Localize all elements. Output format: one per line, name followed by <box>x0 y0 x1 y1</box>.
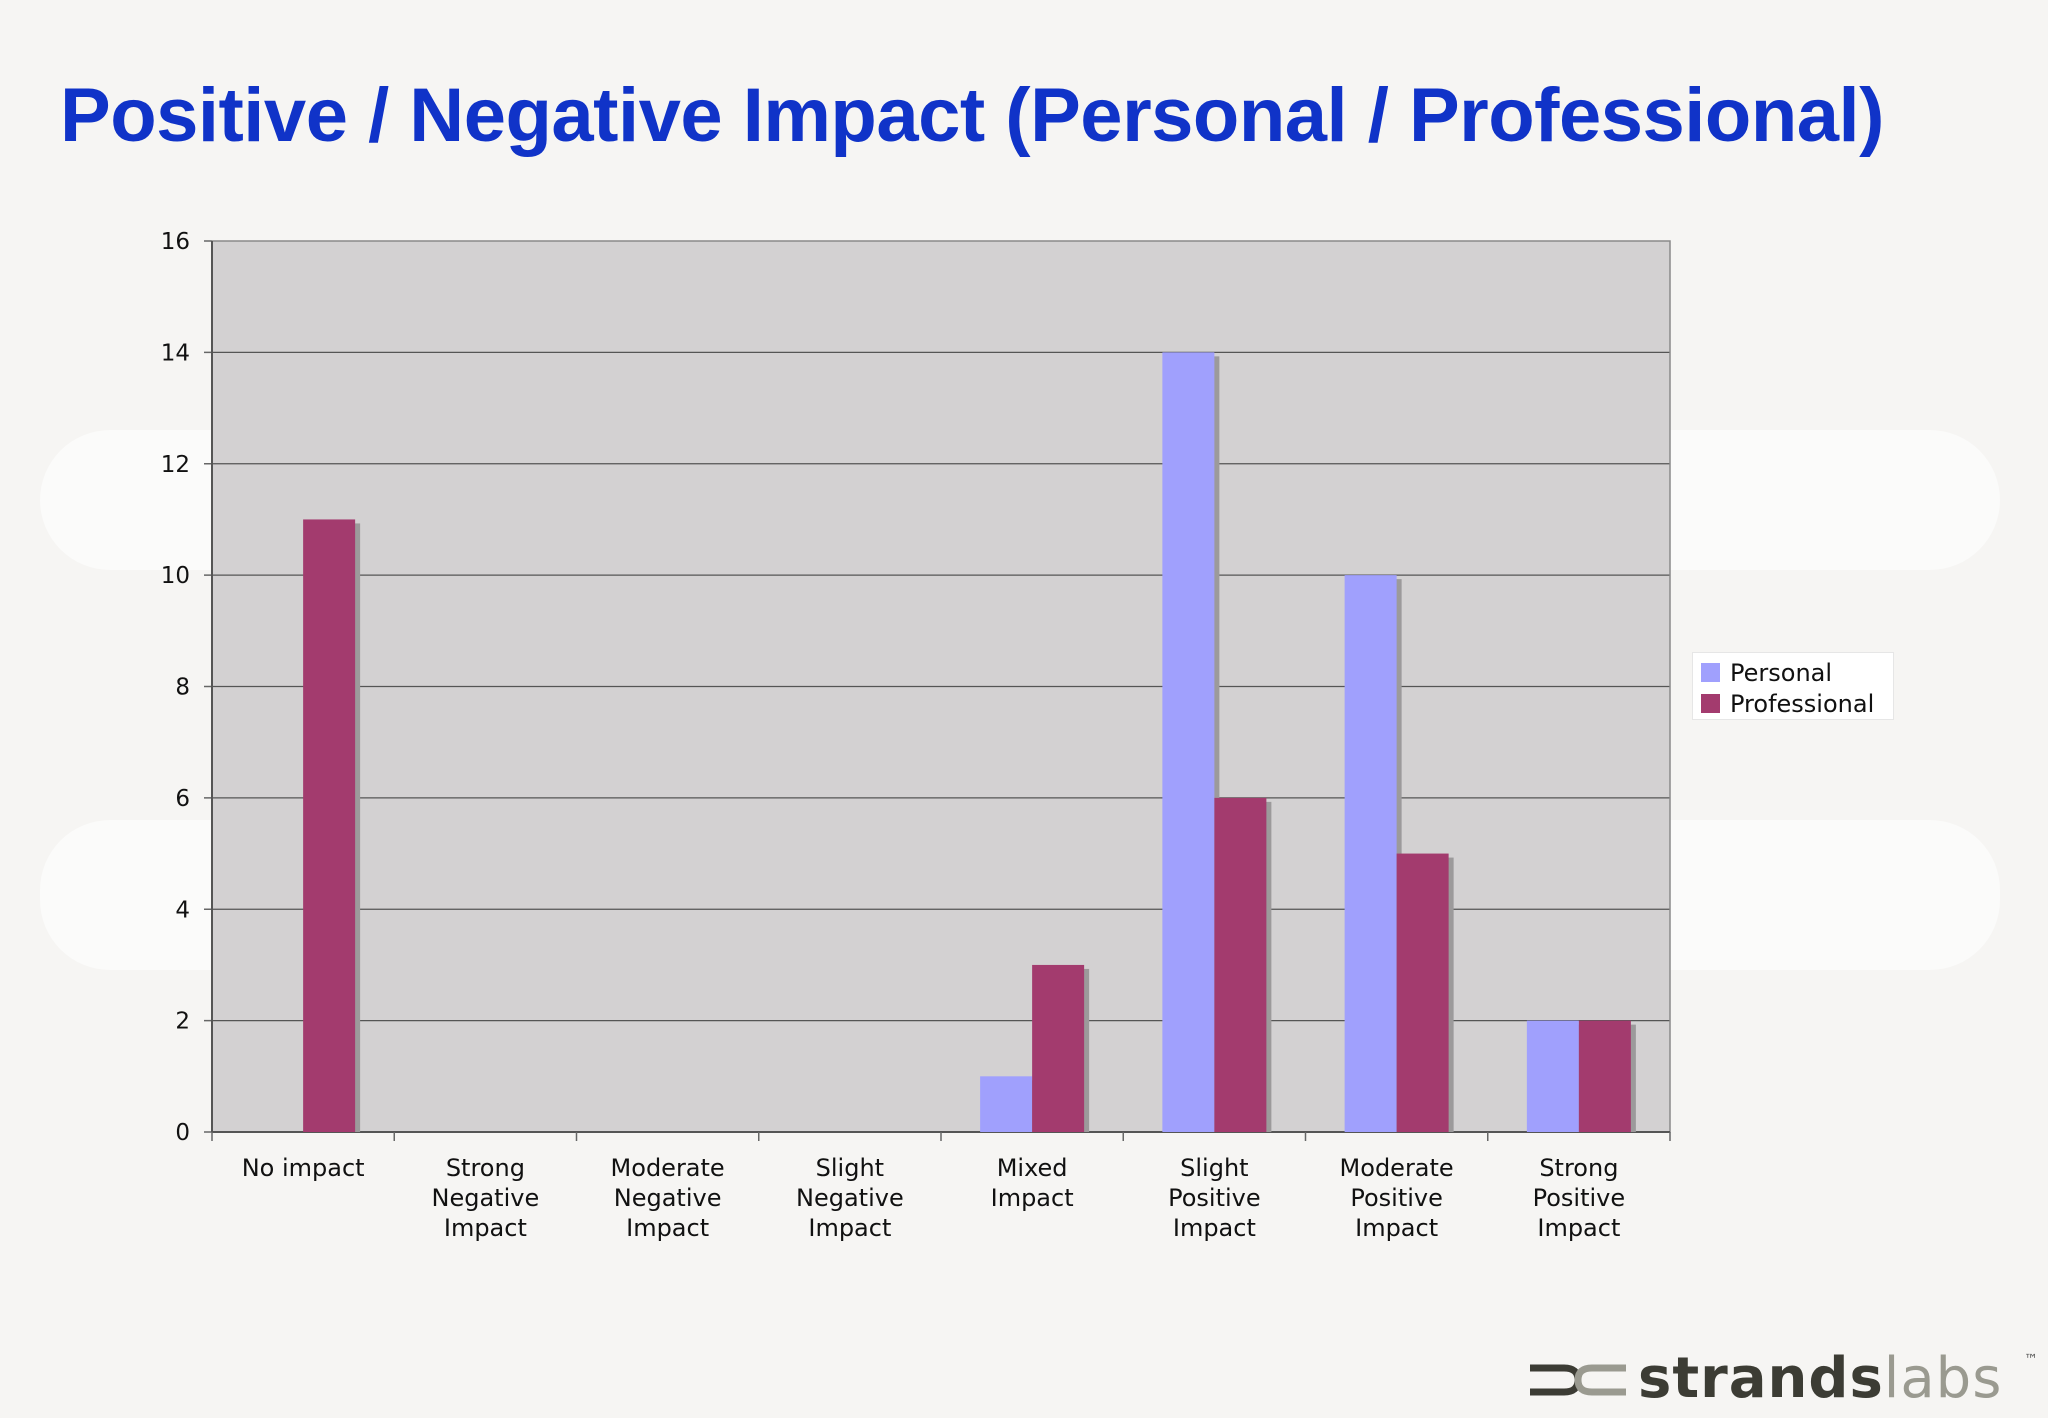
bar-personal-5 <box>1162 352 1215 1132</box>
logo-wordmark: strandslabs <box>1638 1346 2002 1411</box>
bar-professional-0 <box>303 519 356 1132</box>
category-label-line: Impact <box>1355 1214 1438 1242</box>
legend-item-professional: Professional <box>1701 688 1893 719</box>
legend-label-professional: Professional <box>1730 689 1875 718</box>
y-tick-label-14: 14 <box>161 340 190 366</box>
category-label-line: Impact <box>1537 1214 1620 1242</box>
y-tick-label-12: 12 <box>161 452 190 478</box>
logo-labs: labs <box>1883 1346 2003 1411</box>
legend-item-personal: Personal <box>1701 657 1893 688</box>
category-label-0: No impact <box>242 1154 365 1182</box>
category-label-line: Mixed <box>997 1154 1068 1182</box>
logo-trademark: ™ <box>2024 1352 2038 1368</box>
category-label-line: Impact <box>1173 1214 1256 1242</box>
category-label-line: Strong <box>446 1154 525 1182</box>
bar-personal-7 <box>1526 1020 1579 1132</box>
y-tick-label-4: 4 <box>175 897 190 923</box>
slide-title: Positive / Negative Impact (Personal / P… <box>60 73 1884 158</box>
category-label-line: Impact <box>444 1214 527 1242</box>
category-label-line: Negative <box>432 1184 540 1212</box>
category-label-line: Moderate <box>611 1154 725 1182</box>
logo-strands: strands <box>1638 1346 1884 1411</box>
y-tick-label-10: 10 <box>161 563 190 589</box>
category-label-line: Impact <box>626 1214 709 1242</box>
category-label-line: Slight <box>816 1154 884 1182</box>
y-tick-label-16: 16 <box>161 229 190 255</box>
category-label-line: Negative <box>796 1184 904 1212</box>
category-label-6: Moderate Positive Impact <box>1340 1154 1454 1242</box>
strands-mark-icon <box>1530 1364 1626 1396</box>
category-label-line: Positive <box>1168 1184 1261 1212</box>
y-tick-label-8: 8 <box>175 675 190 701</box>
strands-labs-logo: strandslabs ™ <box>1528 1346 2038 1414</box>
category-label-line: Impact <box>808 1214 891 1242</box>
legend-label-personal: Personal <box>1730 658 1833 687</box>
bar-personal-6 <box>1344 575 1397 1132</box>
y-tick-label-0: 0 <box>175 1120 190 1146</box>
category-label-7: Strong Positive Impact <box>1533 1154 1626 1242</box>
category-label-line: No impact <box>242 1154 365 1182</box>
category-label-line: Strong <box>1539 1154 1618 1182</box>
category-label-line: Moderate <box>1340 1154 1454 1182</box>
bar-personal-4 <box>980 1076 1033 1132</box>
bar-professional-6 <box>1396 853 1449 1132</box>
category-label-5: Slight Positive Impact <box>1168 1154 1261 1242</box>
category-label-3: Slight Negative Impact <box>796 1154 904 1242</box>
category-label-line: Negative <box>614 1184 722 1212</box>
bar-professional-7 <box>1578 1020 1631 1132</box>
category-label-line: Impact <box>991 1184 1074 1212</box>
y-tick-label-2: 2 <box>175 1009 190 1035</box>
category-label-4: Mixed Impact <box>991 1154 1074 1212</box>
bar-professional-4 <box>1032 964 1085 1132</box>
category-label-line: Slight <box>1180 1154 1248 1182</box>
category-label-line: Positive <box>1350 1184 1443 1212</box>
legend-swatch-professional <box>1701 694 1720 713</box>
bar-professional-5 <box>1214 797 1267 1132</box>
category-label-1: Strong Negative Impact <box>432 1154 540 1242</box>
category-label-2: Moderate Negative Impact <box>611 1154 725 1242</box>
category-label-line: Positive <box>1533 1184 1626 1212</box>
legend-swatch-personal <box>1701 663 1720 682</box>
y-tick-label-6: 6 <box>175 786 190 812</box>
chart-legend: Personal Professional <box>1692 652 1894 720</box>
